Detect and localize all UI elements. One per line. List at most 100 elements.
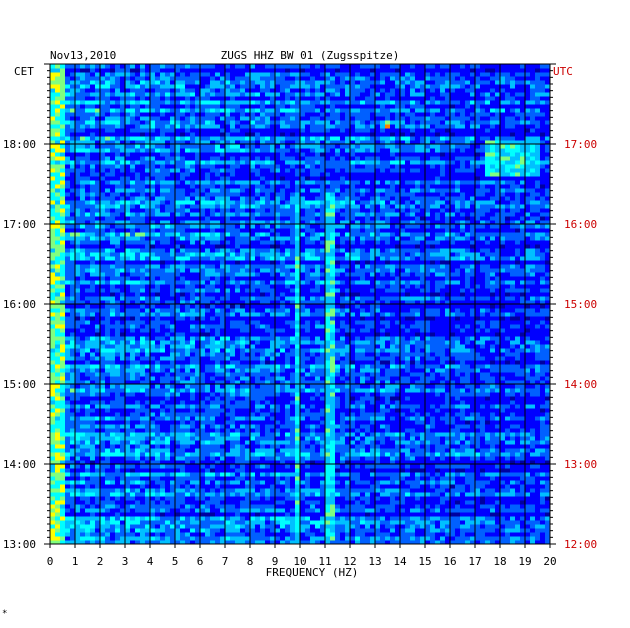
- heatmap-cell: [425, 424, 431, 429]
- heatmap-cell: [400, 380, 406, 385]
- heatmap-cell: [105, 380, 111, 385]
- heatmap-cell: [260, 388, 266, 393]
- heatmap-cell: [185, 396, 191, 401]
- heatmap-cell: [445, 520, 451, 525]
- heatmap-cell: [510, 400, 516, 405]
- heatmap-cell: [90, 428, 96, 433]
- heatmap-cell: [360, 432, 366, 437]
- heatmap-cell: [380, 536, 386, 541]
- heatmap-cell: [315, 524, 321, 529]
- heatmap-cell: [245, 484, 251, 489]
- heatmap-cell: [65, 392, 71, 397]
- heatmap-cell: [485, 524, 491, 529]
- heatmap-cell: [125, 480, 131, 485]
- heatmap-cell: [535, 488, 541, 493]
- heatmap-cell: [95, 440, 101, 445]
- heatmap-cell: [345, 512, 351, 517]
- heatmap-cell: [500, 420, 506, 425]
- heatmap-cell: [310, 348, 316, 353]
- heatmap-cell: [215, 524, 221, 529]
- heatmap-cell: [60, 504, 66, 509]
- heatmap-cell: [210, 512, 216, 517]
- heatmap-cell: [165, 368, 171, 373]
- heatmap-cell: [425, 408, 431, 413]
- heatmap-cell: [285, 444, 291, 449]
- heatmap-cell: [270, 504, 276, 509]
- heatmap-cell: [320, 488, 326, 493]
- heatmap-cell: [50, 412, 56, 417]
- heatmap-cell: [85, 508, 91, 513]
- heatmap-cell: [275, 520, 281, 525]
- heatmap-cell: [425, 500, 431, 505]
- heatmap-cell: [455, 460, 461, 465]
- heatmap-cell: [215, 500, 221, 505]
- heatmap-cell: [360, 424, 366, 429]
- heatmap-cell: [335, 364, 341, 369]
- heatmap-cell: [420, 356, 426, 361]
- heatmap-cell: [385, 456, 391, 461]
- heatmap-cell: [285, 508, 291, 513]
- heatmap-cell: [455, 540, 461, 545]
- heatmap-cell: [270, 404, 276, 409]
- heatmap-cell: [330, 456, 336, 461]
- heatmap-cell: [375, 452, 381, 457]
- heatmap-cell: [490, 432, 496, 437]
- heatmap-cell: [370, 384, 376, 389]
- heatmap-cell: [315, 460, 321, 465]
- heatmap-cell: [310, 356, 316, 361]
- heatmap-cell: [55, 376, 61, 381]
- heatmap-cell: [180, 388, 186, 393]
- heatmap-cell: [440, 424, 446, 429]
- heatmap-cell: [190, 384, 196, 389]
- heatmap-cell: [265, 524, 271, 529]
- heatmap-cell: [65, 384, 71, 389]
- heatmap-cell: [425, 440, 431, 445]
- heatmap-cell: [105, 460, 111, 465]
- heatmap-cell: [200, 468, 206, 473]
- heatmap-cell: [190, 492, 196, 497]
- heatmap-cell: [170, 448, 176, 453]
- heatmap-cell: [225, 416, 231, 421]
- heatmap-cell: [300, 348, 306, 353]
- heatmap-cell: [95, 524, 101, 529]
- heatmap-cell: [205, 500, 211, 505]
- heatmap-cell: [175, 376, 181, 381]
- heatmap-cell: [215, 436, 221, 441]
- heatmap-cell: [495, 516, 501, 521]
- heatmap-cell: [445, 420, 451, 425]
- heatmap-cell: [135, 360, 141, 365]
- heatmap-cell: [535, 436, 541, 441]
- heatmap-cell: [375, 344, 381, 349]
- heatmap-cell: [150, 392, 156, 397]
- heatmap-cell: [325, 368, 331, 373]
- heatmap-cell: [510, 436, 516, 441]
- heatmap-cell: [440, 388, 446, 393]
- heatmap-cell: [245, 380, 251, 385]
- heatmap-cell: [490, 500, 496, 505]
- heatmap-cell: [435, 420, 441, 425]
- heatmap-cell: [280, 504, 286, 509]
- heatmap-cell: [385, 344, 391, 349]
- heatmap-cell: [435, 456, 441, 461]
- heatmap-cell: [355, 420, 361, 425]
- heatmap-cell: [225, 392, 231, 397]
- heatmap-cell: [375, 496, 381, 501]
- heatmap-cell: [285, 540, 291, 545]
- heatmap-cell: [370, 520, 376, 525]
- heatmap-cell: [125, 444, 131, 449]
- heatmap-cell: [205, 524, 211, 529]
- heatmap-cell: [290, 536, 296, 541]
- heatmap-cell: [430, 440, 436, 445]
- heatmap-cell: [300, 516, 306, 521]
- heatmap-cell: [260, 436, 266, 441]
- heatmap-cell: [530, 500, 536, 505]
- heatmap-cell: [65, 516, 71, 521]
- heatmap-cell: [120, 484, 126, 489]
- heatmap-cell: [255, 420, 261, 425]
- heatmap-cell: [90, 480, 96, 485]
- heatmap-cell: [280, 520, 286, 525]
- heatmap-cell: [170, 516, 176, 521]
- heatmap-cell: [355, 448, 361, 453]
- heatmap-cell: [395, 396, 401, 401]
- heatmap-cell: [530, 424, 536, 429]
